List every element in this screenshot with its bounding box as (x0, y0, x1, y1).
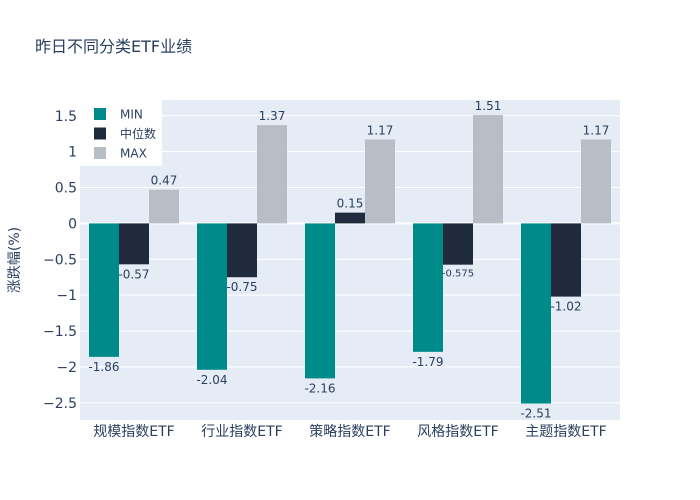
y-axis-label: 涨跌幅(%) (7, 227, 23, 293)
legend-item-label[interactable]: MAX (120, 147, 147, 161)
y-tick-label: 1 (68, 145, 77, 161)
data-label: -1.02 (550, 300, 581, 314)
bars (89, 115, 611, 404)
data-label: 1.17 (583, 123, 610, 137)
data-label: 0.47 (151, 174, 178, 188)
y-tick-label: 0.5 (55, 181, 77, 197)
data-label: -1.86 (88, 360, 119, 374)
bar-中位数[interactable] (119, 223, 149, 265)
legend-swatch[interactable] (94, 127, 106, 140)
y-tick-label: −0.5 (43, 252, 77, 268)
x-axis-ticks: 规模指数ETF 行业指数ETF 策略指数ETF 风格指数ETF 主题指数ETF (93, 423, 606, 440)
data-label: 0.15 (337, 197, 364, 211)
legend[interactable]: MIN 中位数 MAX (80, 100, 162, 166)
legend-box (80, 100, 162, 166)
data-label: -2.04 (196, 373, 227, 387)
y-tick-label: −2.5 (43, 396, 77, 412)
y-tick-label: 1.5 (55, 109, 77, 125)
data-label: -0.575 (442, 269, 474, 280)
data-label: -0.75 (226, 280, 257, 294)
chart-title: 昨日不同分类ETF业绩 (35, 37, 193, 56)
x-tick-label: 规模指数ETF (93, 424, 174, 440)
legend-item-label[interactable]: MIN (120, 108, 143, 122)
bar-MAX[interactable] (149, 189, 179, 224)
bar-中位数[interactable] (551, 223, 581, 297)
bar-MAX[interactable] (365, 139, 395, 224)
data-label: 1.51 (475, 99, 502, 113)
bar-中位数[interactable] (443, 223, 473, 265)
data-labels: -1.86 -0.57 0.47 -2.04 -0.75 1.37 -2.16 0.15 1.1… (88, 99, 609, 420)
data-label: -2.16 (304, 381, 335, 395)
data-label: 1.17 (367, 123, 394, 137)
bar-MIN[interactable] (305, 223, 335, 379)
x-tick-label: 风格指数ETF (417, 424, 498, 440)
bar-MAX[interactable] (473, 115, 503, 224)
y-tick-label: −2 (56, 360, 77, 376)
legend-swatch[interactable] (94, 108, 106, 120)
bar-MIN[interactable] (521, 223, 551, 404)
x-tick-label: 主题指数ETF (525, 424, 606, 440)
data-label: 1.37 (259, 109, 286, 123)
bar-中位数[interactable] (335, 212, 365, 224)
y-tick-label: −1.5 (43, 324, 77, 340)
y-tick-label: −1 (56, 288, 77, 304)
x-tick-label: 行业指数ETF (201, 424, 282, 440)
legend-item-label[interactable]: 中位数 (120, 126, 156, 141)
bar-MIN[interactable] (89, 223, 119, 357)
bar-MAX[interactable] (581, 139, 611, 224)
bar-MIN[interactable] (413, 223, 443, 352)
y-axis-ticks: −2.5 −2 −1.5 −1 −0.5 0 0.5 1 1.5 (43, 109, 77, 412)
legend-swatch[interactable] (94, 147, 106, 159)
bar-中位数[interactable] (227, 223, 257, 278)
bar-MAX[interactable] (257, 125, 287, 224)
data-label: -1.79 (412, 355, 443, 369)
x-tick-label: 策略指数ETF (309, 423, 390, 440)
y-tick-label: 0 (68, 216, 77, 232)
data-label: -0.57 (118, 267, 149, 281)
bar-MIN[interactable] (197, 223, 227, 370)
data-label: -2.51 (520, 406, 551, 420)
